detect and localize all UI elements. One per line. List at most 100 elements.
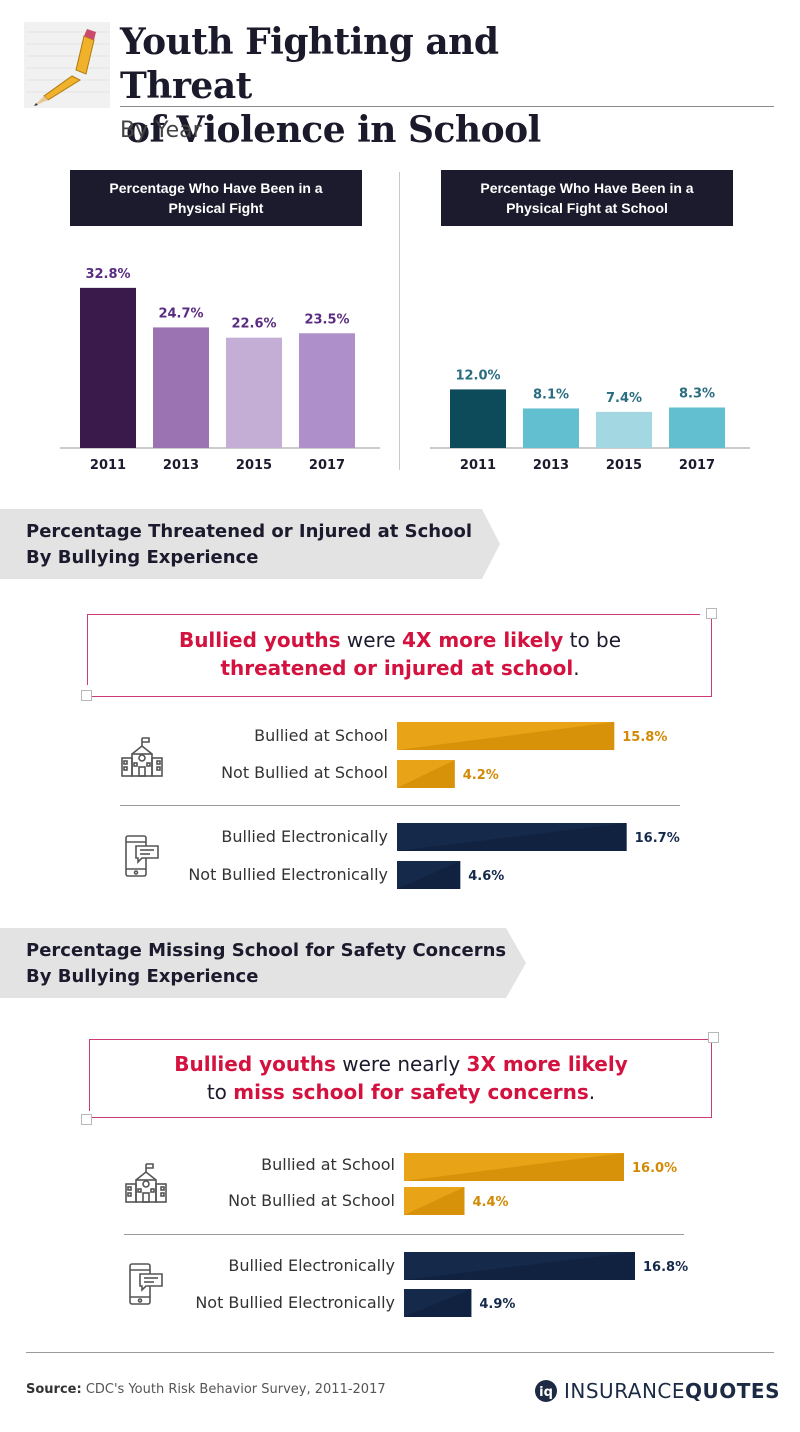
row-label: Not Bullied Electronically xyxy=(195,1293,395,1312)
callout-corner xyxy=(708,1032,719,1043)
callout-highlight: threatened or injured at school xyxy=(220,656,574,680)
bar xyxy=(80,287,136,448)
row-label: Bullied Electronically xyxy=(228,1256,395,1275)
bar xyxy=(596,411,652,448)
data-label: 8.3% xyxy=(679,386,715,401)
page-subtitle: By Year xyxy=(120,118,202,143)
row-label: Not Bullied at School xyxy=(221,763,388,782)
bar-shade xyxy=(397,760,455,788)
title-divider xyxy=(120,106,774,107)
data-label: 15.8% xyxy=(622,730,667,745)
callout-highlight: miss school for safety concerns xyxy=(233,1080,589,1104)
chart-divider xyxy=(399,172,400,470)
callout-left-line xyxy=(89,1039,90,1111)
banner-line-2: By Bullying Experience xyxy=(26,547,259,568)
callout-text: Bullied youths were 4X more likely to be… xyxy=(88,626,712,682)
row-divider xyxy=(120,805,680,806)
callout-corner xyxy=(81,1114,92,1125)
banner-shape xyxy=(0,509,500,579)
data-label: 7.4% xyxy=(606,391,642,406)
data-label: 4.6% xyxy=(468,869,504,884)
callout-text: Bullied youths were nearly 3X more likel… xyxy=(90,1050,712,1106)
bar-shade xyxy=(404,1187,465,1215)
x-tick-label: 2013 xyxy=(163,458,199,473)
callout-highlight: Bullied youths xyxy=(174,1052,336,1076)
data-label: 8.1% xyxy=(533,387,569,402)
bar xyxy=(523,408,579,448)
phone-message-icon xyxy=(129,1263,163,1305)
x-tick-label: 2017 xyxy=(309,458,345,473)
bar-shade xyxy=(404,1153,624,1181)
logo-word-insurance: INSURANCE xyxy=(564,1379,686,1403)
brand-logo[interactable]: iq INSURANCE QUOTES xyxy=(534,1377,780,1405)
banner-line-1: Percentage Missing School for Safety Con… xyxy=(26,940,507,961)
callout-corner xyxy=(81,690,92,701)
bar-shade xyxy=(404,1252,635,1280)
source-label: Source: xyxy=(26,1382,82,1397)
chart-missing: 16.0% 4.4% 16.8% 4.9% xyxy=(404,1153,688,1317)
banner-line-1: Percentage Threatened or Injured at Scho… xyxy=(26,521,473,542)
chart-fight-school: 12.0% 2011 8.1% 2013 7.4% 2015 8.3% 2017 xyxy=(430,368,750,473)
callout-box-missing: Bullied youths were nearly 3X more likel… xyxy=(81,1032,719,1125)
source-note: Source: CDC's Youth Risk Behavior Survey… xyxy=(26,1382,386,1397)
row-label: Not Bullied at School xyxy=(228,1191,395,1210)
banner-line-2: By Bullying Experience xyxy=(26,966,259,987)
row-label: Not Bullied Electronically xyxy=(188,865,388,884)
chart-threatened: 15.8% 4.2% 16.7% 4.6% xyxy=(397,722,680,889)
callout-left-line xyxy=(87,614,88,685)
data-label: 4.4% xyxy=(473,1195,509,1210)
bar-shade xyxy=(404,1289,472,1317)
callout-plain: were nearly xyxy=(335,1052,467,1076)
banner-shape xyxy=(0,928,526,998)
callout-top-line xyxy=(90,1039,708,1040)
title-line-1: Youth Fighting and Threat xyxy=(120,21,499,107)
banner-title: Percentage Missing School for Safety Con… xyxy=(26,938,506,990)
logo-mark-icon: iq xyxy=(535,1380,557,1402)
logo-word-quotes: QUOTES xyxy=(685,1379,780,1403)
x-tick-label: 2011 xyxy=(460,458,496,473)
bar xyxy=(226,337,282,448)
callout-box-threatened: Bullied youths were 4X more likely to be… xyxy=(81,608,717,701)
bar-shade xyxy=(397,861,461,889)
bar-shade xyxy=(397,722,615,750)
page-title: Youth Fighting and Threat of Violence in… xyxy=(120,20,600,152)
x-tick-label: 2015 xyxy=(236,458,272,473)
school-building-icon xyxy=(125,1163,167,1203)
data-label: 12.0% xyxy=(455,368,500,383)
banner-title: Percentage Threatened or Injured at Scho… xyxy=(26,519,472,571)
row-label: Bullied at School xyxy=(254,726,388,745)
school-building-icon xyxy=(121,737,163,777)
data-label: 16.0% xyxy=(632,1161,677,1176)
row-divider xyxy=(124,1234,684,1235)
bar xyxy=(450,389,506,448)
x-tick-label: 2015 xyxy=(606,458,642,473)
callout-top-line xyxy=(88,614,700,615)
footer-divider xyxy=(26,1352,774,1353)
data-label: 16.8% xyxy=(643,1260,688,1275)
data-label: 4.9% xyxy=(479,1297,515,1312)
chart-title-fight-school: Percentage Who Have Been in a Physical F… xyxy=(441,170,733,226)
bar xyxy=(299,333,355,448)
data-label: 23.5% xyxy=(304,312,349,327)
svg-text:iq: iq xyxy=(539,1385,553,1400)
data-label: 24.7% xyxy=(158,306,203,321)
bar xyxy=(669,407,725,448)
chart-fight: 32.8% 2011 24.7% 2013 22.6% 2015 23.5% 2017 xyxy=(60,267,380,473)
callout-corner xyxy=(706,608,717,619)
callout-plain: . xyxy=(573,656,580,680)
row-label: Bullied Electronically xyxy=(221,827,388,846)
x-tick-label: 2017 xyxy=(679,458,715,473)
callout-plain: to xyxy=(206,1080,234,1104)
bar xyxy=(153,327,209,448)
phone-message-icon xyxy=(125,835,159,877)
section-banner-missing: Percentage Missing School for Safety Con… xyxy=(0,928,526,998)
x-tick-label: 2013 xyxy=(533,458,569,473)
callout-highlight: 3X more likely xyxy=(466,1052,628,1076)
x-tick-label: 2011 xyxy=(90,458,126,473)
data-label: 16.7% xyxy=(635,831,680,846)
bar-shade xyxy=(397,823,627,851)
data-label: 22.6% xyxy=(231,317,276,332)
callout-plain: were xyxy=(340,628,403,652)
source-text: CDC's Youth Risk Behavior Survey, 2011-2… xyxy=(81,1382,386,1397)
row-label: Bullied at School xyxy=(261,1155,395,1174)
